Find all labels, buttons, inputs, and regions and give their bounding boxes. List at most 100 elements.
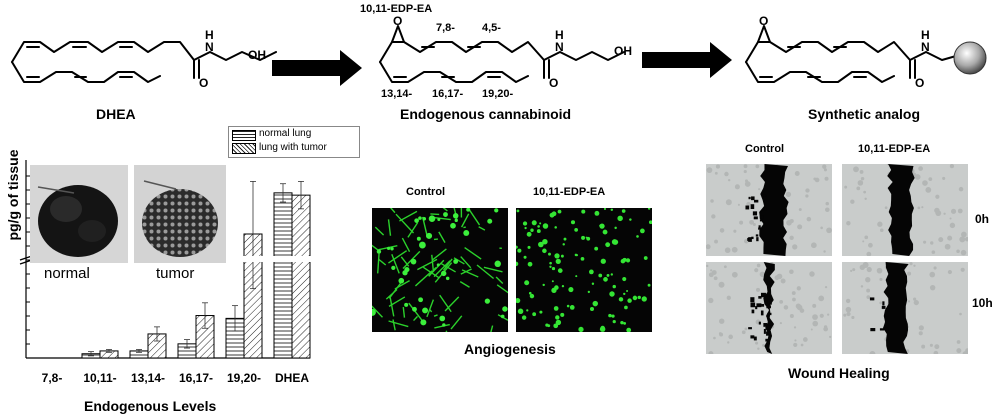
migrating-cell [766, 296, 770, 298]
vessel-segment [403, 307, 404, 318]
cell [861, 177, 864, 180]
cell-dot [527, 232, 532, 237]
cell [925, 187, 931, 193]
cell-cluster [450, 223, 456, 229]
cell-dot [588, 291, 590, 293]
chart-legend: normal lung lung with tumor [228, 126, 360, 158]
cell [861, 285, 863, 287]
cell-dot [555, 315, 559, 319]
cell [917, 207, 920, 210]
wound-healing-caption: Wound Healing [788, 365, 890, 381]
cell-dot [593, 301, 598, 306]
cell [784, 305, 789, 310]
cell-dot [619, 297, 623, 301]
cell [710, 269, 712, 271]
migrating-cell [750, 303, 755, 308]
bar-break [272, 256, 312, 262]
cell [790, 314, 794, 318]
analog-top-chain [746, 42, 910, 62]
vessel-segment [414, 316, 418, 320]
cell-dot [605, 242, 610, 247]
cell-cluster [453, 213, 459, 219]
migrating-cell [882, 306, 886, 309]
vessel-segment [440, 208, 447, 211]
cell-dot [554, 253, 559, 258]
cell-dot [649, 220, 652, 224]
cell [780, 322, 782, 324]
cell [794, 339, 796, 341]
cell [947, 236, 952, 241]
cell [744, 170, 747, 173]
cell-dot [543, 223, 549, 229]
legend-label-tumor: lung with tumor [259, 142, 327, 153]
cell-dot [626, 290, 628, 292]
time-label-10h: 10h [972, 296, 993, 310]
cell [930, 241, 933, 244]
cell [757, 264, 761, 268]
vessel-segment [496, 277, 503, 284]
cell-dot [517, 249, 521, 253]
cell [930, 285, 935, 290]
migrating-cell [745, 206, 749, 210]
cell [724, 172, 728, 176]
cell-cluster [487, 219, 492, 224]
cell [745, 179, 748, 182]
migrating-cell [751, 204, 755, 209]
cell-dot [623, 293, 625, 295]
cell-dot [581, 257, 585, 261]
cell [860, 170, 864, 174]
cell [818, 295, 824, 301]
cell-dot [524, 280, 529, 285]
cell [822, 165, 826, 169]
cell [858, 180, 864, 186]
cell [792, 291, 796, 295]
cell [792, 298, 796, 302]
cell [843, 314, 846, 317]
migrating-cell [754, 200, 758, 203]
cell [794, 326, 796, 328]
cell-dot [626, 328, 631, 332]
cell [805, 188, 809, 192]
cell [757, 348, 759, 350]
cell [850, 200, 854, 204]
cell-dot [530, 294, 534, 298]
cell-cluster [502, 306, 507, 311]
o-atom: O [915, 76, 924, 90]
cell [935, 195, 939, 199]
normal-lung-photo [30, 165, 128, 263]
vessel-segment [402, 238, 409, 252]
cell-cluster [453, 259, 458, 264]
cell [727, 296, 731, 300]
cell-dot [554, 285, 559, 290]
cell-dot [620, 321, 623, 324]
cell-dot [575, 254, 578, 257]
cell-cluster [455, 219, 458, 222]
cell-cluster [418, 216, 422, 220]
x-tick-label: DHEA [275, 371, 309, 385]
cell-dot [560, 313, 564, 317]
migrating-cell [883, 328, 888, 331]
cell [910, 262, 913, 265]
cell-cluster [387, 247, 390, 250]
angio-control-label: Control [406, 186, 445, 198]
cell [825, 177, 829, 181]
cell-dot [581, 210, 585, 214]
n-atom: N [921, 40, 930, 54]
cell [727, 341, 729, 343]
cell [726, 199, 732, 205]
cell-cluster [418, 297, 423, 302]
cell-cluster [501, 315, 505, 319]
cell [863, 262, 869, 268]
cell [706, 265, 708, 267]
vessel-segment [460, 282, 469, 288]
cell [950, 164, 954, 168]
vessel-segment [432, 255, 434, 271]
cell-dot [524, 256, 527, 259]
cell [708, 298, 713, 303]
time-label-0h: 0h [975, 212, 989, 226]
cell-dot [548, 253, 551, 256]
vessel-segment [484, 267, 503, 271]
h-atom: H [555, 28, 564, 42]
cell-cluster [437, 263, 440, 266]
cell-dot [611, 209, 613, 211]
